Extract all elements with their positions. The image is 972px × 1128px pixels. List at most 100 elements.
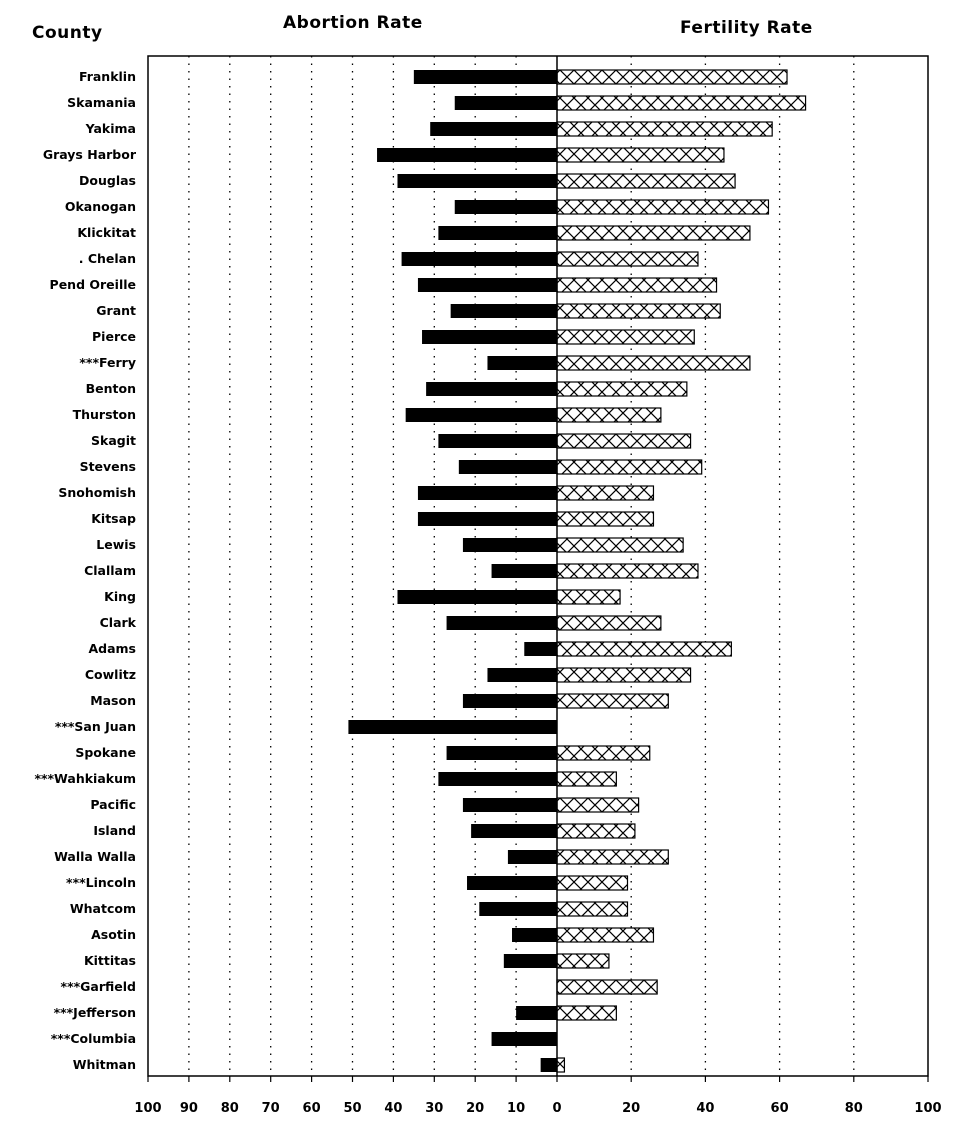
abortion-bar [516, 1006, 557, 1020]
abortion-bar [417, 486, 557, 500]
abortion-bar [413, 70, 557, 84]
tick-label: 10 [507, 1101, 525, 1116]
fertility-bar [556, 849, 669, 865]
fertility-bar [556, 615, 662, 631]
fertility-bar [556, 95, 807, 111]
abortion-bar [348, 720, 557, 734]
county-label: Cowlitz [85, 667, 136, 682]
tick-label: 60 [771, 1101, 789, 1116]
fertility-bar [556, 875, 629, 891]
abortion-bar [471, 824, 557, 838]
fertility-bar [556, 173, 736, 189]
county-label: Klickitat [77, 225, 136, 240]
abortion-bar [438, 772, 557, 786]
county-label: Douglas [79, 173, 136, 188]
fertility-bar [556, 797, 640, 813]
fertility-bar [556, 277, 718, 293]
tick-label: 50 [343, 1101, 361, 1116]
abortion-bar [467, 876, 557, 890]
tick-labels: 100 90 80 70 60 50 40 30 20 10 0 20 40 60 80 100 [134, 1076, 942, 1116]
fertility-bar [556, 355, 751, 371]
county-label: Island [93, 823, 136, 838]
abortion-bar [540, 1058, 557, 1072]
county-label: Clark [100, 615, 137, 630]
county-label: Thurston [73, 407, 136, 422]
tick-label: 90 [180, 1101, 198, 1116]
fertility-bar [556, 693, 669, 709]
county-label: Benton [86, 381, 136, 396]
fertility-bar [556, 537, 684, 553]
abortion-bar [397, 590, 557, 604]
county-label: Adams [88, 641, 136, 656]
county-label: Whatcom [70, 901, 136, 916]
fertility-rate-header: Fertility Rate [680, 18, 813, 38]
fertility-bar [556, 329, 695, 345]
fertility-bar [556, 641, 732, 657]
fertility-bar [556, 901, 629, 917]
fertility-bar [556, 563, 699, 579]
abortion-bar [405, 408, 557, 422]
fertility-bar [556, 69, 788, 85]
fertility-bar [556, 225, 751, 241]
abortion-bar [462, 798, 557, 812]
abortion-bar [462, 694, 557, 708]
tick-label: 20 [466, 1101, 484, 1116]
county-label: ***Columbia [51, 1031, 136, 1046]
county-label: Whitman [73, 1057, 136, 1072]
abortion-bar [417, 278, 557, 292]
abortion-bar [401, 252, 557, 266]
fertility-bar [556, 823, 636, 839]
abortion-bar [422, 330, 557, 344]
county-label: ***San Juan [55, 719, 136, 734]
county-label: Kitsap [91, 511, 136, 526]
abortion-bar [446, 616, 557, 630]
abortion-bar [507, 850, 557, 864]
fertility-bar [556, 485, 655, 501]
fertility-bar [556, 303, 721, 319]
abortion-bar [454, 200, 557, 214]
abortion-bar [438, 434, 557, 448]
tick-label: 70 [262, 1101, 280, 1116]
county-label: ***Garfield [61, 979, 136, 994]
abortion-bar [446, 746, 557, 760]
abortion-bar [377, 148, 557, 162]
plot-frame [147, 55, 929, 1077]
tick-label: 100 [914, 1101, 941, 1116]
county-label: Yakima [85, 121, 136, 136]
county-label: Mason [90, 693, 136, 708]
tick-label: 0 [552, 1101, 561, 1116]
fertility-bar [556, 589, 621, 605]
fertility-bar [556, 407, 662, 423]
fertility-bar [556, 459, 703, 475]
abortion-bar [491, 1032, 557, 1046]
fertility-bar [556, 121, 773, 137]
abortion-bar [426, 382, 557, 396]
tick-label: 80 [845, 1101, 863, 1116]
fertility-bar [556, 667, 692, 683]
fertility-bar [556, 199, 770, 215]
abortion-bar [479, 902, 557, 916]
county-label: Okanogan [65, 199, 136, 214]
county-label: Walla Walla [54, 849, 136, 864]
abortion-rate-header: Abortion Rate [283, 13, 423, 33]
fertility-bar [556, 953, 610, 969]
fertility-bar [556, 251, 699, 267]
county-label: Pend Oreille [50, 277, 136, 292]
abortion-bar [438, 226, 557, 240]
county-label: Snohomish [58, 485, 136, 500]
fertility-bar [556, 511, 655, 527]
fertility-bar [556, 745, 651, 761]
county-label: . Chelan [79, 251, 136, 266]
abortion-bar [491, 564, 557, 578]
abortion-bar [462, 538, 557, 552]
county-label: Skamania [67, 95, 136, 110]
county-label: ***Jefferson [54, 1005, 136, 1020]
abortion-bar [450, 304, 557, 318]
county-label: Pierce [92, 329, 136, 344]
abortion-bar [487, 668, 557, 682]
abortion-bar [454, 96, 557, 110]
county-label: Franklin [79, 69, 136, 84]
county-label: Lewis [96, 537, 136, 552]
tick-label: 60 [303, 1101, 321, 1116]
